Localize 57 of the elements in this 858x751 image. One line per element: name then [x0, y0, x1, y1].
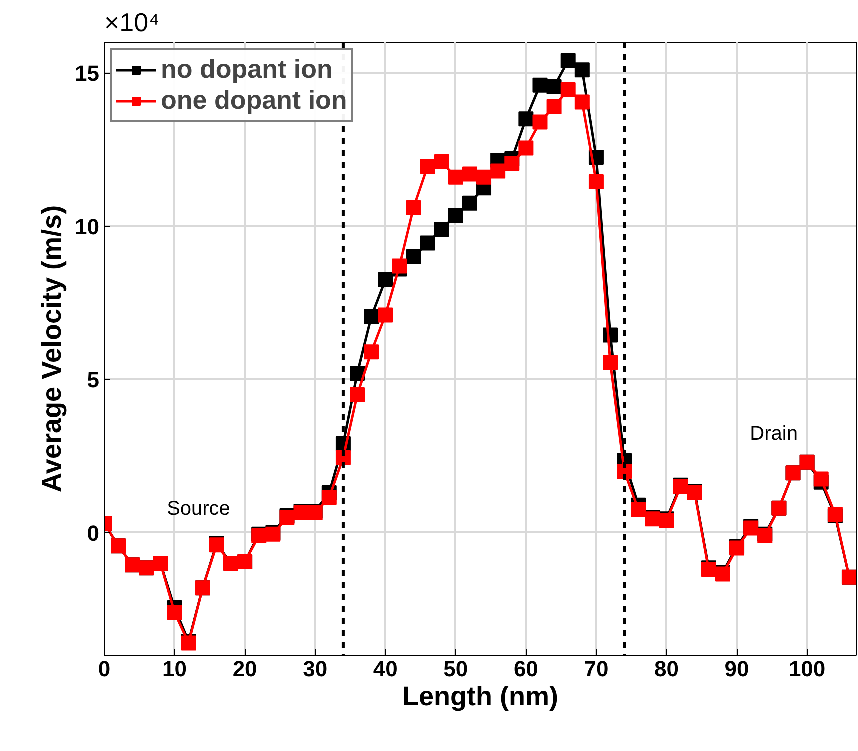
y-tick-label: 0 [87, 520, 100, 546]
x-tick-label: 80 [654, 656, 679, 682]
point [434, 154, 450, 170]
point [814, 472, 829, 487]
point [504, 156, 520, 172]
point [364, 309, 380, 324]
point [378, 308, 394, 323]
point [448, 208, 464, 224]
legend-label: no dopant ion [161, 54, 333, 85]
point [532, 78, 548, 93]
legend-label: one dopant ion [161, 85, 348, 116]
point [560, 53, 576, 68]
point [518, 112, 534, 127]
point [392, 258, 408, 274]
point [434, 222, 450, 237]
point [406, 200, 422, 216]
x-tick-label: 100 [788, 656, 826, 682]
point [574, 62, 590, 78]
x-axis-title: Length (nm) [402, 682, 558, 712]
x-tick-label: 10 [162, 656, 188, 682]
y-tick-label: 10 [75, 214, 100, 240]
point [560, 82, 576, 98]
y-tick-label: 5 [87, 368, 100, 393]
point [364, 344, 380, 360]
x-tick-label: 40 [373, 656, 398, 682]
point [490, 164, 506, 179]
y-axis-title: Average Velocity (m/s) [37, 205, 68, 493]
point [518, 140, 534, 156]
y-tick-label: 15 [75, 61, 100, 86]
point [476, 170, 492, 185]
x-tick-label: 90 [724, 656, 750, 682]
point [462, 166, 478, 182]
point [350, 366, 366, 382]
annotation: Drain [750, 423, 798, 446]
point [603, 355, 618, 370]
point [167, 605, 182, 620]
point [420, 159, 436, 174]
point [631, 502, 646, 518]
point [448, 170, 464, 185]
x-tick-label: 70 [584, 656, 609, 682]
text: ×10⁴ [104, 8, 160, 38]
point [546, 79, 562, 94]
point [322, 490, 337, 506]
point [574, 94, 590, 110]
point [420, 236, 436, 251]
point [588, 174, 604, 190]
annotation: Source [167, 498, 230, 520]
point [406, 250, 422, 265]
x-tick-label: 50 [444, 656, 468, 682]
point [350, 387, 366, 402]
x-tick-label: 20 [232, 656, 258, 682]
point [546, 99, 562, 114]
x-tick-label: 30 [303, 656, 328, 682]
point [462, 196, 478, 211]
point [378, 272, 394, 288]
x-tick-label: 60 [514, 656, 538, 682]
point [532, 114, 548, 130]
